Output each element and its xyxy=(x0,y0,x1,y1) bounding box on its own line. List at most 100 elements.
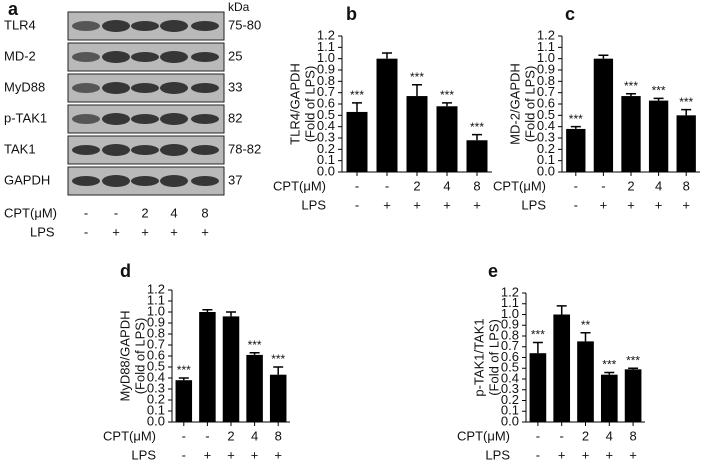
bar xyxy=(621,96,641,172)
y-tick-label: 1.1 xyxy=(501,295,519,310)
x-tick-label: 2 xyxy=(227,428,234,443)
x-tick-label: 4 xyxy=(606,428,613,443)
panel-letter: e xyxy=(488,261,498,281)
error-bar xyxy=(202,309,213,312)
error-bar xyxy=(412,83,422,97)
panel-letter: a xyxy=(8,0,19,19)
y-tick-label: 0.8 xyxy=(317,73,335,88)
lps-value: + xyxy=(600,197,608,212)
bar xyxy=(577,341,594,422)
error-bar xyxy=(653,97,664,101)
bar xyxy=(222,316,240,422)
x-tick-label: 8 xyxy=(629,428,636,443)
y-tick-label: 0.7 xyxy=(537,84,555,99)
y-tick-label: 0.6 xyxy=(147,347,165,362)
y-tick-label: 0.8 xyxy=(501,327,519,342)
y-tick-label: 1.0 xyxy=(501,306,519,321)
y-tick-label: 0.1 xyxy=(537,152,555,167)
y-tick-label: 1.0 xyxy=(537,50,555,65)
error-bar xyxy=(604,371,615,375)
y-tick-label: 0.7 xyxy=(147,336,165,351)
error-bar xyxy=(626,93,636,97)
blot-row-label: TAK1 xyxy=(4,141,36,156)
x-tick-label: 4 xyxy=(443,178,450,193)
lps-value: + xyxy=(227,447,235,462)
significance: ** xyxy=(581,318,591,332)
significance: *** xyxy=(679,95,693,109)
blot-kda: 75-80 xyxy=(228,17,261,32)
bar xyxy=(466,140,488,172)
bar xyxy=(376,58,398,172)
lps-value: - xyxy=(574,197,578,212)
error-bar xyxy=(249,351,260,355)
cpt-label: CPT(μM) xyxy=(493,178,546,193)
y-tick-label: 0.2 xyxy=(537,141,555,156)
error-bar xyxy=(681,108,692,116)
lps-label: LPS xyxy=(521,197,546,212)
bar xyxy=(346,111,368,172)
blot-band xyxy=(131,21,159,31)
y-tick-label: 0.0 xyxy=(317,163,335,178)
y-tick-label: 0.2 xyxy=(147,391,165,406)
x-tick-label: 2 xyxy=(627,178,634,193)
bar xyxy=(566,128,586,172)
blot-band xyxy=(160,175,188,187)
bar xyxy=(175,380,193,422)
blot-band xyxy=(191,145,219,155)
blot-band xyxy=(160,82,188,94)
y-tick-label: 0.5 xyxy=(147,358,165,373)
blot-band xyxy=(160,20,188,32)
significance: *** xyxy=(440,88,454,102)
y-tick-label: 0.0 xyxy=(147,413,165,428)
y-axis-label: (Fold of LPS) xyxy=(522,66,537,143)
lps-value: + xyxy=(274,447,282,462)
y-tick-label: 1.2 xyxy=(537,27,555,42)
y-tick-label: 0.1 xyxy=(501,403,519,418)
blot-row-label: MD-2 xyxy=(4,48,36,63)
blot-band xyxy=(72,114,100,124)
x-tick-label: 2 xyxy=(413,178,420,193)
cpt-label: CPT(μM) xyxy=(103,428,156,443)
error-bar xyxy=(352,102,362,112)
lps-value: + xyxy=(413,197,421,212)
blot-band xyxy=(191,21,219,31)
cpt-value: - xyxy=(114,205,118,220)
y-tick-label: 0.6 xyxy=(317,95,335,110)
blot-band xyxy=(102,82,130,94)
significance: *** xyxy=(531,328,545,342)
blot-row-label: TLR4 xyxy=(4,17,36,32)
x-tick-label: 4 xyxy=(655,178,662,193)
y-tick-label: 0.9 xyxy=(537,61,555,76)
y-tick-label: 0.1 xyxy=(317,152,335,167)
significance: *** xyxy=(626,353,640,367)
blot-band xyxy=(191,114,219,124)
lps-value: - xyxy=(355,197,359,212)
blot-row-label: p-TAK1 xyxy=(4,110,47,125)
error-bar xyxy=(556,305,567,315)
bar xyxy=(648,100,669,172)
bar xyxy=(593,58,614,172)
blot-band xyxy=(102,51,130,63)
x-tick-label: - xyxy=(355,178,359,193)
bar xyxy=(436,106,458,172)
y-tick-label: 0.5 xyxy=(501,360,519,375)
blot-kda: 33 xyxy=(228,79,242,94)
lps-value: + xyxy=(627,197,635,212)
lps-label: LPS xyxy=(485,447,510,462)
blot-band xyxy=(131,176,159,186)
lps-value: + xyxy=(170,224,178,239)
lps-label: LPS xyxy=(301,197,326,212)
error-bar xyxy=(273,366,284,375)
x-tick-label: 2 xyxy=(582,428,589,443)
error-bar xyxy=(226,311,236,317)
y-tick-label: 0.5 xyxy=(537,107,555,122)
lps-value: + xyxy=(655,197,663,212)
lps-value: - xyxy=(536,447,540,462)
blot-band xyxy=(102,175,130,187)
kda-unit: kDa xyxy=(228,0,250,14)
y-tick-label: 0.7 xyxy=(317,84,335,99)
lps-label: LPS xyxy=(131,447,156,462)
blot-band xyxy=(191,52,219,62)
blot-row-label: GAPDH xyxy=(4,172,50,187)
bar xyxy=(269,374,287,422)
